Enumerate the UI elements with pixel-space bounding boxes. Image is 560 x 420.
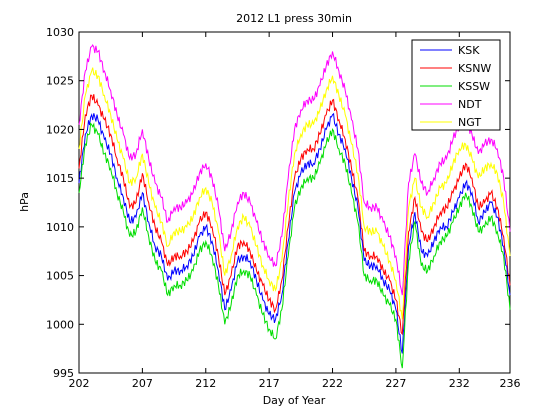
series-layer (78, 43, 511, 369)
legend-label-ngt: NGT (458, 116, 481, 129)
y-tick-label: 1025 (46, 75, 74, 88)
x-tick-label: 202 (69, 377, 90, 390)
series-line-ndt (78, 43, 511, 296)
legend-items: KSK KSNW KSSW NDT NGT (420, 44, 491, 129)
x-tick-label: 212 (195, 377, 216, 390)
x-axis-title: Day of Year (263, 394, 326, 407)
legend-label-ksnw: KSNW (458, 62, 491, 75)
legend-box (411, 39, 501, 131)
y-tick-label: 1010 (46, 221, 74, 234)
legend-label-ksk: KSK (458, 44, 480, 57)
y-tick-label: 1030 (46, 26, 74, 39)
tick-layer: 202 207 212 217 222 227 232 236 995 1000 1005 1010 1… (46, 26, 521, 390)
legend-label-ndt: NDT (458, 98, 482, 111)
x-tick-label: 217 (259, 377, 280, 390)
chart-title: 2012 L1 press 30min (236, 12, 352, 25)
series-line-ksk (78, 112, 511, 354)
y-tick-label: 1005 (46, 270, 74, 283)
series-line-ngt (78, 67, 511, 320)
y-tick-label: 995 (53, 367, 74, 380)
legend-label-kssw: KSSW (458, 80, 490, 93)
y-tick-label: 1020 (46, 123, 74, 136)
x-tick-label: 222 (322, 377, 343, 390)
x-tick-label: 227 (385, 377, 406, 390)
x-tick-label: 236 (500, 377, 521, 390)
series-line-ksnw (78, 94, 511, 336)
x-tick-label: 232 (449, 377, 470, 390)
series-line-kssw (78, 122, 511, 369)
y-tick-label: 1015 (46, 172, 74, 185)
y-tick-label: 1000 (46, 318, 74, 331)
legend: KSK KSNW KSSW NDT NGT (411, 39, 501, 131)
x-tick-label: 207 (132, 377, 153, 390)
y-axis-title: hPa (18, 192, 31, 212)
